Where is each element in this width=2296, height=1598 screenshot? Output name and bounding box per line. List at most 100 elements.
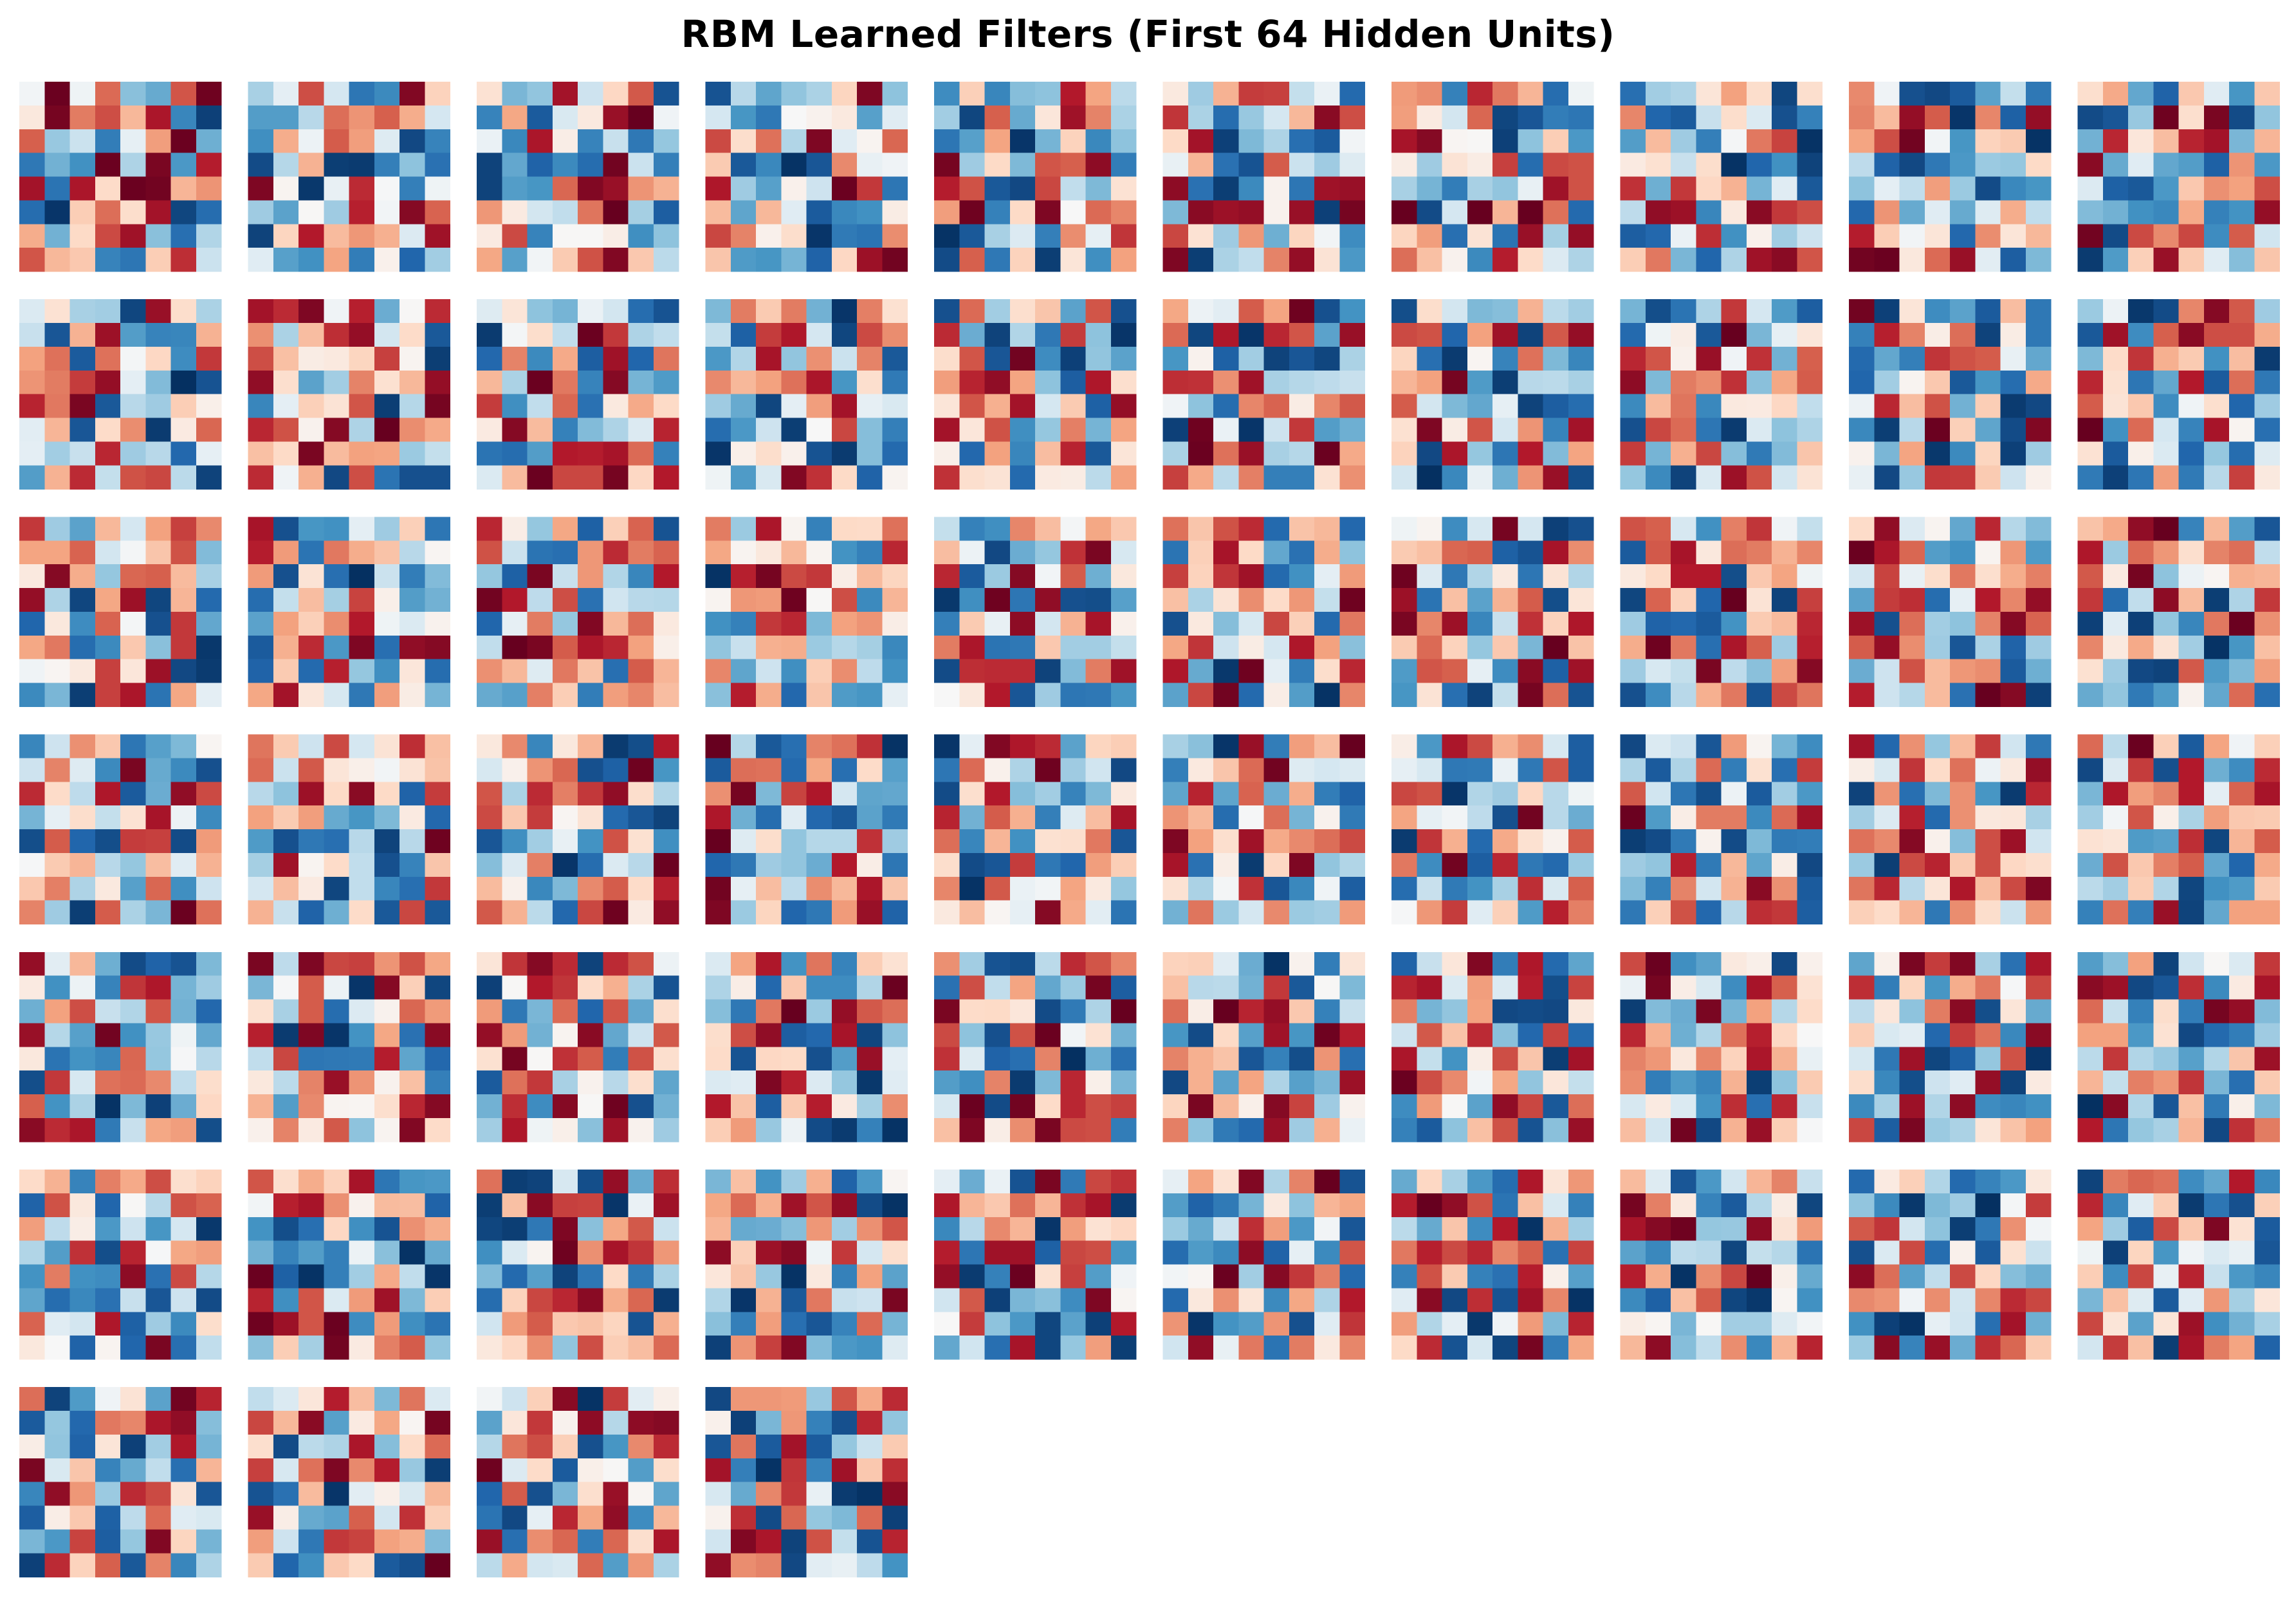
filter-cell [44,683,71,708]
filter-cell [1188,611,1214,636]
filter-cell [349,346,375,371]
filter-cell [552,129,578,154]
filter-cell [1263,441,1290,466]
filter-cell [882,659,908,684]
filter-cell [705,659,731,684]
filter-cell [1696,683,1722,708]
filter-cell [1518,1047,1544,1071]
filter-cell [120,1070,146,1095]
filter-cell [756,105,782,130]
filter-cell [756,1529,782,1554]
filter-cell [170,852,197,877]
filter-cell [1543,418,1569,443]
filter-cell [1543,1264,1569,1289]
filter-cell [2203,659,2230,684]
filter-cell [273,299,299,324]
filter-cell [1110,1312,1137,1336]
filter-cell [400,564,425,589]
filter-cell [2153,323,2180,347]
filter-cell [1772,1288,1797,1312]
filter-cell [170,323,197,347]
filter-cell [603,1387,629,1411]
filter-cell [2000,517,2026,541]
filter-cell [1924,1094,1951,1119]
filter-cell [831,299,858,324]
filter-cell [1110,323,1137,347]
filter-cell [705,1070,731,1095]
filter-cell [1899,683,1925,708]
filter-cell [1162,1240,1189,1265]
filter-cell [477,441,502,466]
filter-cell [756,418,782,443]
filter-cell [1797,1023,1823,1047]
filter-cell [2178,323,2205,347]
filter-cell [1289,105,1315,130]
filter-cell [653,346,679,371]
filter-cell [882,465,908,490]
filter-cell [425,758,451,782]
filter-cell [1009,129,1036,154]
filter-cell [1797,346,1823,371]
filter-cell [1263,805,1290,830]
filter-cell [1950,418,1976,443]
filter-cell [400,1240,425,1265]
filter-cell [1975,1217,2001,1242]
filter-cell [349,1240,375,1265]
filter-cell [1391,200,1417,225]
filter-cell [1543,105,1569,130]
filter-cell [1950,152,1976,178]
filter-cell [248,1070,274,1095]
filter-cell [1289,659,1315,684]
filter-cell [2254,323,2281,347]
filter-cell [552,1217,578,1242]
filter-cell [145,1434,172,1459]
filter-cell [1950,1336,1976,1360]
filter-cell [1314,346,1340,371]
filter-panel-2 [248,82,451,272]
filter-cell [959,611,986,636]
filter-cell [984,465,1011,490]
filter-cell [1263,975,1290,1000]
filter-cell [1391,394,1417,419]
filter-cell [527,465,553,490]
filter-cell [1110,805,1137,830]
filter-cell [552,1411,578,1435]
filter-cell [2254,346,2281,371]
filter-cell [1975,1070,2001,1095]
filter-cell [196,1217,222,1242]
filter-cell [1645,370,1671,395]
filter-cell [1543,876,1569,901]
filter-cell [653,1458,679,1483]
filter-cell [1645,829,1671,854]
filter-cell [2153,900,2180,925]
filter-cell [44,1193,71,1218]
filter-cell [1620,683,1646,708]
filter-cell [831,1217,858,1242]
filter-cell [349,224,375,248]
filter-cell [1417,635,1443,660]
filter-cell [756,1458,782,1483]
filter-cell [477,82,502,106]
filter-cell [324,805,350,830]
filter-cell [756,588,782,612]
filter-cell [1645,1117,1671,1143]
filter-cell [2077,82,2104,106]
filter-cell [1696,588,1722,612]
filter-cell [1314,611,1340,636]
filter-cell [196,876,222,901]
filter-cell [1568,659,1594,684]
filter-cell [831,1070,858,1095]
filter-cell [1620,1288,1646,1312]
filter-cell [1797,418,1823,443]
filter-cell [1009,517,1036,541]
filter-cell [170,1505,197,1530]
filter-cell [273,1070,299,1095]
filter-cell [806,829,832,854]
filter-cell [603,248,629,272]
filter-cell [1238,152,1265,178]
filter-cell [1797,588,1823,612]
filter-cell [1188,805,1214,830]
filter-cell [1339,418,1366,443]
filter-cell [2229,1193,2255,1218]
filter-cell [273,1170,299,1194]
